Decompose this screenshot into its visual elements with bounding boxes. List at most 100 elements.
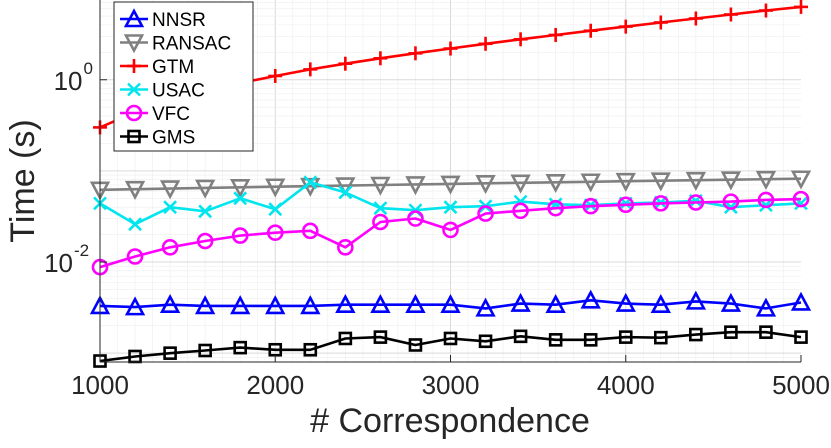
data-point-gtm — [653, 15, 668, 30]
data-point-vfc — [512, 202, 529, 220]
data-point-vfc — [442, 221, 459, 239]
data-point-gms — [618, 330, 633, 344]
series-vfc — [91, 190, 810, 276]
data-point-nnsr — [370, 293, 391, 314]
series-line-nnsr — [99, 298, 802, 310]
data-point-gms — [653, 330, 668, 345]
data-point-gtm — [548, 27, 563, 42]
data-point-gms — [724, 325, 738, 339]
data-point-vfc — [126, 248, 144, 265]
data-point-ransac — [194, 179, 216, 199]
data-point-ransac — [650, 172, 671, 192]
legend-marker — [123, 34, 145, 54]
series-line-gms — [99, 330, 802, 363]
data-point-ransac — [790, 170, 812, 190]
y-tick-label: 10 — [44, 248, 73, 278]
data-point-gms — [373, 330, 388, 344]
data-point-nnsr — [405, 293, 426, 314]
data-point-ransac — [159, 180, 181, 200]
data-point-gtm — [373, 51, 388, 66]
data-point-gms — [303, 342, 318, 357]
data-point-vfc — [477, 205, 494, 222]
data-point-ransac — [615, 172, 636, 192]
data-point-usac — [443, 200, 458, 215]
data-point-usac — [128, 217, 142, 232]
y-axis-title: Time (s) — [4, 119, 42, 242]
data-point-nnsr — [194, 295, 216, 315]
legend-label: GTM — [152, 57, 194, 78]
series-usac — [93, 175, 808, 232]
legend-item: USAC — [120, 81, 205, 102]
legend-label: VFC — [152, 104, 190, 125]
data-point-usac — [303, 175, 318, 190]
data-point-gms — [478, 334, 493, 349]
legend-marker — [125, 104, 143, 122]
data-point-nnsr — [335, 293, 356, 314]
data-point-nnsr — [475, 297, 496, 317]
data-point-usac — [338, 185, 353, 200]
data-point-gtm — [618, 19, 633, 34]
data-point-nnsr — [615, 292, 636, 312]
y-tick-label: 10 — [54, 66, 83, 96]
data-point-usac — [198, 204, 213, 219]
data-point-gms — [198, 343, 212, 358]
series-group — [89, 0, 812, 368]
data-point-nnsr — [440, 293, 461, 314]
legend-marker — [127, 129, 141, 144]
data-point-nnsr — [580, 289, 601, 309]
data-point-vfc — [337, 239, 354, 256]
data-point-gtm — [794, 0, 808, 14]
data-point-vfc — [231, 227, 249, 244]
legend-marker — [127, 59, 141, 73]
data-point-ransac — [510, 174, 531, 194]
legend-label: GMS — [152, 128, 195, 149]
data-point-usac — [268, 202, 283, 217]
data-point-vfc — [407, 210, 424, 227]
data-point-ransac — [475, 175, 496, 195]
legend-item: GTM — [120, 57, 194, 78]
data-point-gms — [443, 331, 458, 346]
data-point-ransac — [685, 171, 707, 191]
data-point-nnsr — [510, 292, 531, 312]
data-point-gtm — [268, 68, 283, 83]
data-point-nnsr — [685, 290, 707, 310]
data-point-nnsr — [300, 295, 321, 315]
series-gtm — [93, 0, 808, 135]
data-point-ransac — [265, 178, 286, 198]
data-point-ransac — [580, 173, 601, 193]
legend-marker — [123, 8, 145, 28]
data-point-gtm — [443, 41, 458, 56]
legend-marker — [127, 82, 141, 97]
data-point-gms — [583, 333, 598, 347]
series-line-ransac — [99, 177, 802, 192]
legend-label: USAC — [152, 81, 205, 102]
data-point-vfc — [617, 196, 635, 214]
data-point-gtm — [478, 36, 493, 51]
x-tick-label: 5000 — [772, 370, 830, 400]
data-point-nnsr — [650, 293, 671, 314]
data-point-gms — [759, 325, 773, 339]
data-point-gms — [233, 340, 247, 355]
data-point-nnsr — [230, 295, 251, 315]
data-point-gms — [408, 338, 423, 352]
data-point-nnsr — [124, 296, 146, 316]
data-point-vfc — [266, 224, 284, 241]
legend-label: RANSAC — [152, 34, 231, 55]
data-point-gtm — [723, 7, 738, 22]
x-tick-label: 1000 — [71, 370, 129, 400]
data-point-nnsr — [545, 293, 566, 314]
series-line-vfc — [99, 197, 802, 269]
data-point-nnsr — [755, 297, 777, 317]
series-ransac — [89, 170, 812, 201]
data-point-ransac — [545, 173, 566, 194]
x-axis-title: # Correspondence — [310, 402, 590, 440]
data-point-ransac — [440, 175, 461, 195]
data-point-vfc — [301, 222, 319, 240]
data-point-vfc — [372, 213, 389, 231]
data-point-gms — [794, 330, 808, 344]
data-point-usac — [373, 201, 388, 216]
data-point-nnsr — [265, 295, 286, 315]
data-point-gms — [689, 327, 703, 342]
